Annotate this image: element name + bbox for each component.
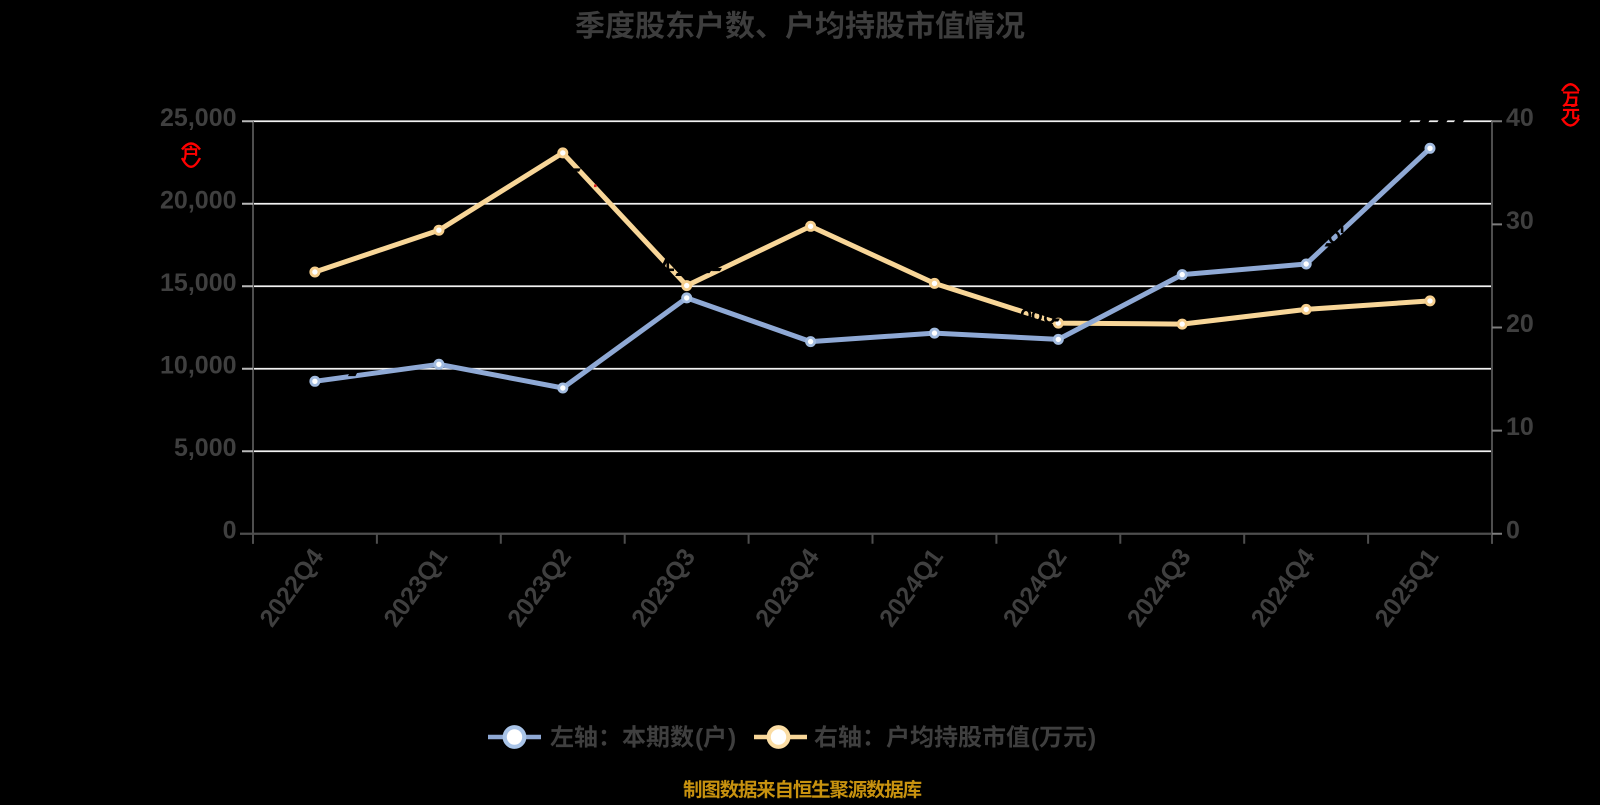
svg-text:25,000: 25,000	[160, 104, 236, 132]
svg-text:10,000: 10,000	[160, 351, 236, 379]
svg-text:40: 40	[1506, 104, 1534, 132]
svg-text:2023Q4: 2023Q4	[750, 543, 825, 632]
svg-text:2023Q1: 2023Q1	[378, 543, 453, 632]
svg-text:2024Q1: 2024Q1	[874, 543, 949, 632]
svg-text:2022Q4: 2022Q4	[254, 543, 329, 632]
svg-text:0: 0	[1506, 516, 1520, 544]
svg-text:): )	[728, 725, 736, 752]
svg-text:20: 20	[1506, 310, 1534, 338]
svg-text:(: (	[1031, 725, 1040, 752]
svg-text:2023Q3: 2023Q3	[626, 544, 701, 632]
svg-text:15,000: 15,000	[160, 269, 236, 297]
svg-text:20,000: 20,000	[160, 186, 236, 214]
svg-text:2025Q1: 2025Q1	[1369, 543, 1444, 632]
svg-text:(: (	[695, 725, 704, 752]
svg-text:0: 0	[223, 516, 237, 544]
svg-text:): )	[1088, 725, 1096, 752]
svg-text:10: 10	[1506, 413, 1534, 441]
svg-text:2024Q2: 2024Q2	[998, 544, 1073, 632]
svg-text:5,000: 5,000	[174, 434, 237, 462]
svg-text:2024Q3: 2024Q3	[1122, 544, 1197, 632]
svg-text:2024Q4: 2024Q4	[1246, 543, 1321, 632]
svg-text:2023Q2: 2023Q2	[502, 544, 577, 632]
svg-text:30: 30	[1506, 207, 1534, 235]
